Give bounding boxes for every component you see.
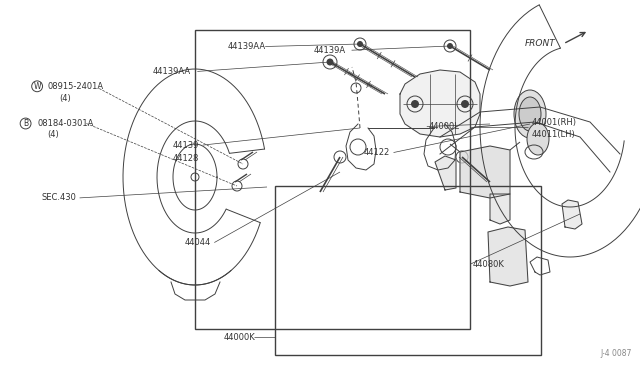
Ellipse shape (519, 97, 541, 131)
Polygon shape (435, 156, 456, 190)
Text: 44128: 44128 (173, 154, 199, 163)
Circle shape (461, 100, 469, 108)
Text: 44000K: 44000K (224, 333, 256, 342)
Polygon shape (460, 146, 510, 198)
Text: 44001(RH): 44001(RH) (531, 118, 576, 127)
Text: W: W (33, 82, 41, 91)
Ellipse shape (527, 123, 549, 155)
Text: J-4 0087: J-4 0087 (600, 349, 632, 358)
Text: 44139AA: 44139AA (227, 42, 266, 51)
Text: 44000L: 44000L (429, 122, 460, 131)
Text: 44080K: 44080K (472, 260, 504, 269)
Text: 08915-2401A: 08915-2401A (47, 82, 103, 91)
Text: (4): (4) (59, 94, 71, 103)
Bar (195, 30, 470, 329)
Text: 44011(LH): 44011(LH) (531, 130, 575, 139)
Circle shape (326, 58, 333, 65)
Polygon shape (562, 200, 582, 229)
Text: 44139: 44139 (173, 141, 199, 150)
Text: B: B (23, 119, 28, 128)
Text: 44122: 44122 (364, 148, 390, 157)
Text: 44139AA: 44139AA (152, 67, 191, 76)
Text: 44139A: 44139A (314, 46, 346, 55)
Polygon shape (488, 227, 528, 286)
Bar (275, 186, 541, 355)
Text: 44044: 44044 (184, 238, 211, 247)
Text: SEC.430: SEC.430 (42, 193, 76, 202)
Polygon shape (490, 194, 510, 224)
Text: FRONT: FRONT (525, 39, 556, 48)
Circle shape (411, 100, 419, 108)
Ellipse shape (514, 90, 546, 138)
Circle shape (357, 41, 363, 47)
Text: (4): (4) (47, 130, 60, 139)
Circle shape (447, 43, 453, 49)
Text: 08184-0301A: 08184-0301A (38, 119, 94, 128)
Polygon shape (400, 70, 480, 137)
